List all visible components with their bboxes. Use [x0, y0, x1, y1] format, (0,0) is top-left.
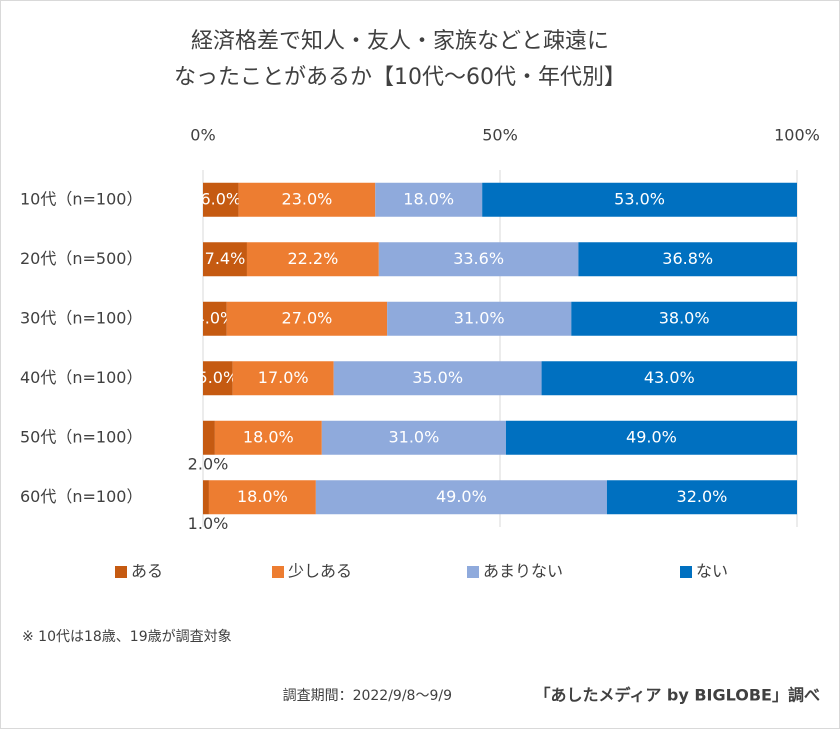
bar-segment — [238, 182, 376, 217]
y-tick-label: 10代（n=100） — [20, 189, 142, 208]
chart-title: 経済格差で知人・友人・家族などと疎遠に — [191, 29, 609, 54]
value-label: 5.0% — [198, 368, 239, 387]
chart-title: なったことがあるか【10代〜60代・年代別】 — [174, 65, 626, 90]
value-label: 1.0% — [188, 514, 229, 533]
bar-segment — [203, 242, 247, 277]
value-label: 35.0% — [412, 368, 463, 387]
bar-segment — [203, 301, 227, 336]
bar-segment — [246, 242, 379, 277]
bar-segment — [571, 301, 797, 336]
legend-swatch — [467, 566, 479, 578]
x-tick-label: 0% — [190, 126, 215, 145]
value-label: 43.0% — [644, 368, 695, 387]
value-label: 2.0% — [188, 454, 229, 473]
bar-segment — [203, 182, 239, 217]
value-label: 32.0% — [677, 487, 728, 506]
bar-segment — [232, 361, 334, 396]
bar-segment — [578, 242, 797, 277]
value-label: 33.6% — [453, 249, 504, 268]
bar-segment — [226, 301, 388, 336]
x-tick-label: 50% — [482, 126, 518, 145]
value-label: 49.0% — [436, 487, 487, 506]
value-label: 7.4% — [205, 249, 246, 268]
legend-swatch — [680, 566, 692, 578]
y-tick-label: 60代（n=100） — [20, 487, 142, 506]
value-label: 27.0% — [282, 308, 333, 327]
value-label: 4.0% — [195, 308, 236, 327]
value-label: 36.8% — [662, 249, 713, 268]
legend-label: ある — [131, 562, 163, 581]
legend-label: ない — [696, 562, 728, 581]
y-tick-label: 20代（n=500） — [20, 249, 142, 268]
bar-segment — [378, 242, 579, 277]
value-label: 31.0% — [388, 427, 439, 446]
legend-label: あまりない — [483, 562, 563, 581]
x-tick-label: 100% — [774, 126, 820, 145]
bar-segment — [203, 420, 215, 455]
bar-segment — [505, 420, 797, 455]
footnote: ※ 10代は18歳、19歳が調査対象 — [22, 629, 232, 645]
bar-segment — [387, 301, 572, 336]
bar-segment — [333, 361, 542, 396]
bar-segment — [214, 420, 322, 455]
value-label: 31.0% — [454, 308, 505, 327]
bar-segment — [203, 480, 209, 515]
bar-segment — [208, 480, 316, 515]
value-label: 38.0% — [659, 308, 710, 327]
bar-segment — [541, 361, 797, 396]
value-label: 49.0% — [626, 427, 677, 446]
y-tick-label: 40代（n=100） — [20, 368, 142, 387]
source: 「あしたメディア by BIGLOBE」調べ — [534, 686, 820, 705]
value-label: 23.0% — [282, 189, 333, 208]
survey-period: 調査期間：2022/9/8〜9/9 — [283, 688, 452, 704]
legend-label: 少しある — [288, 562, 352, 581]
value-label: 18.0% — [403, 189, 454, 208]
legend-swatch — [272, 566, 284, 578]
bar-segment — [321, 420, 506, 455]
value-label: 18.0% — [243, 427, 294, 446]
legend-swatch — [115, 566, 127, 578]
value-label: 53.0% — [614, 189, 665, 208]
y-tick-label: 30代（n=100） — [20, 308, 142, 327]
bar-segment — [482, 182, 797, 217]
bar-segment — [203, 361, 233, 396]
value-label: 22.2% — [287, 249, 338, 268]
y-tick-label: 50代（n=100） — [20, 427, 142, 446]
value-label: 6.0% — [200, 189, 241, 208]
bar-segment — [606, 480, 797, 515]
bar-segment — [375, 182, 483, 217]
bar-segment — [315, 480, 607, 515]
value-label: 18.0% — [237, 487, 288, 506]
value-label: 17.0% — [258, 368, 309, 387]
